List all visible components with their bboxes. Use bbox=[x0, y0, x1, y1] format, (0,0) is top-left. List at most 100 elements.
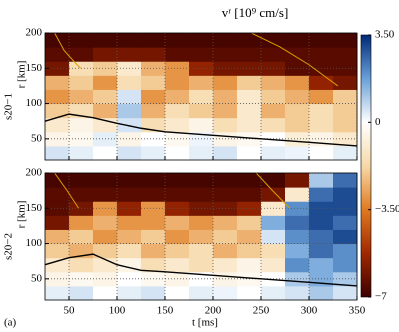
heatmap-cell bbox=[213, 187, 238, 202]
heatmap-cell bbox=[261, 243, 286, 259]
chart-title: vʳ [10⁹ cm/s] bbox=[222, 5, 289, 20]
heatmap-cell bbox=[69, 47, 94, 62]
heatmap-cell bbox=[45, 243, 70, 259]
heatmap-cell bbox=[93, 229, 118, 245]
heatmap-cell bbox=[333, 33, 358, 48]
heatmap-cell bbox=[117, 187, 142, 202]
heatmap-cell bbox=[117, 117, 142, 133]
heatmap-cell bbox=[309, 173, 334, 188]
heatmap-cell bbox=[117, 89, 142, 105]
heatmap-cell bbox=[285, 243, 310, 259]
heatmap-cell bbox=[141, 229, 166, 245]
x-axis-label: t [ms] bbox=[192, 317, 218, 329]
heatmap-cell bbox=[45, 187, 70, 202]
heatmap-cell bbox=[45, 117, 70, 133]
heatmap-cell bbox=[237, 243, 262, 259]
heatmap-cell bbox=[165, 257, 190, 273]
heatmap-cell bbox=[69, 257, 94, 273]
heatmap-cell bbox=[93, 103, 118, 119]
heatmap-cell bbox=[261, 47, 286, 62]
heatmap-cell bbox=[285, 215, 310, 230]
y-axis-label: r [km] bbox=[16, 61, 28, 89]
y-tick-label: 100 bbox=[26, 97, 43, 109]
heatmap-cell bbox=[285, 33, 310, 48]
heatmap-cell bbox=[285, 173, 310, 188]
heatmap-cell bbox=[141, 215, 166, 230]
heatmap-cell bbox=[165, 103, 190, 119]
heatmap-cell bbox=[285, 187, 310, 202]
panel-name: s20−2 bbox=[3, 233, 15, 260]
heatmap-cell bbox=[93, 33, 118, 48]
heatmap-cell bbox=[189, 215, 214, 230]
heatmap-cell bbox=[213, 47, 238, 62]
heatmap-cell bbox=[141, 257, 166, 273]
heatmap-cell bbox=[309, 75, 334, 90]
heatmap-cell bbox=[141, 243, 166, 259]
heatmap-cell bbox=[69, 145, 94, 161]
heatmap-cell bbox=[117, 145, 142, 161]
heatmap-cell bbox=[141, 47, 166, 62]
colorbar-tick-label: −3.50 bbox=[375, 203, 399, 215]
plot-frame bbox=[44, 172, 358, 301]
heatmap-cell bbox=[93, 89, 118, 105]
heatmap-cell bbox=[141, 145, 166, 161]
heatmap-cell bbox=[165, 285, 190, 301]
heatmap-cell bbox=[213, 257, 238, 273]
heatmap-cell bbox=[45, 257, 70, 273]
heatmap-cell bbox=[261, 89, 286, 105]
heatmap-cell bbox=[165, 89, 190, 105]
heatmap-cell bbox=[285, 145, 310, 161]
profile-line bbox=[44, 253, 358, 287]
heatmap-cell bbox=[213, 229, 238, 245]
heatmap-cell bbox=[165, 215, 190, 230]
heatmap-cell bbox=[237, 89, 262, 105]
heatmap-cell bbox=[189, 257, 214, 273]
heatmap-cell bbox=[285, 229, 310, 245]
heatmap-cell bbox=[45, 89, 70, 105]
x-tick-label: 50 bbox=[64, 305, 76, 317]
profile-line bbox=[54, 32, 339, 87]
heatmap-cell bbox=[93, 75, 118, 90]
heatmap-cell bbox=[285, 75, 310, 90]
colorbar-tick-label: 3.50 bbox=[375, 29, 395, 41]
heatmap-cell bbox=[69, 187, 94, 202]
heatmap-cell bbox=[333, 103, 358, 119]
colorbar-tick-label: −7 bbox=[375, 291, 387, 303]
heatmap-cell bbox=[117, 215, 142, 230]
heatmap-cell bbox=[69, 173, 94, 188]
y-tick-label: 150 bbox=[26, 202, 43, 214]
plot-frame bbox=[44, 32, 358, 161]
heatmap-cell bbox=[45, 145, 70, 161]
heatmap-cell bbox=[237, 215, 262, 230]
heatmap-cell bbox=[45, 173, 70, 188]
heatmap-cell bbox=[45, 33, 70, 48]
heatmap-cell bbox=[237, 187, 262, 202]
heatmap-cell bbox=[117, 103, 142, 119]
heatmap-cell bbox=[165, 47, 190, 62]
heatmap-cell bbox=[117, 33, 142, 48]
heatmap-cell bbox=[93, 173, 118, 188]
heatmap-cell bbox=[165, 145, 190, 161]
heatmap-cell bbox=[69, 285, 94, 301]
heatmap-cell bbox=[333, 89, 358, 105]
heatmap-cell bbox=[213, 117, 238, 133]
heatmap-cell bbox=[117, 173, 142, 188]
heatmap-cell bbox=[333, 47, 358, 62]
heatmap-cell bbox=[285, 117, 310, 133]
heatmap-cell bbox=[165, 117, 190, 133]
heatmap-cell bbox=[93, 243, 118, 259]
heatmap-cell bbox=[189, 75, 214, 90]
heatmap-cell bbox=[213, 75, 238, 90]
heatmap-cell bbox=[141, 285, 166, 301]
heatmap-cell bbox=[117, 47, 142, 62]
heatmap-cell bbox=[213, 215, 238, 230]
heatmap-cell bbox=[237, 173, 262, 188]
heatmap-cell bbox=[237, 257, 262, 273]
heatmap-cell bbox=[45, 285, 70, 301]
heatmap-cell bbox=[141, 187, 166, 202]
heatmap-cell bbox=[69, 33, 94, 48]
heatmap-cell bbox=[165, 243, 190, 259]
heatmap-cell bbox=[285, 257, 310, 273]
heatmap-cell bbox=[45, 215, 70, 230]
